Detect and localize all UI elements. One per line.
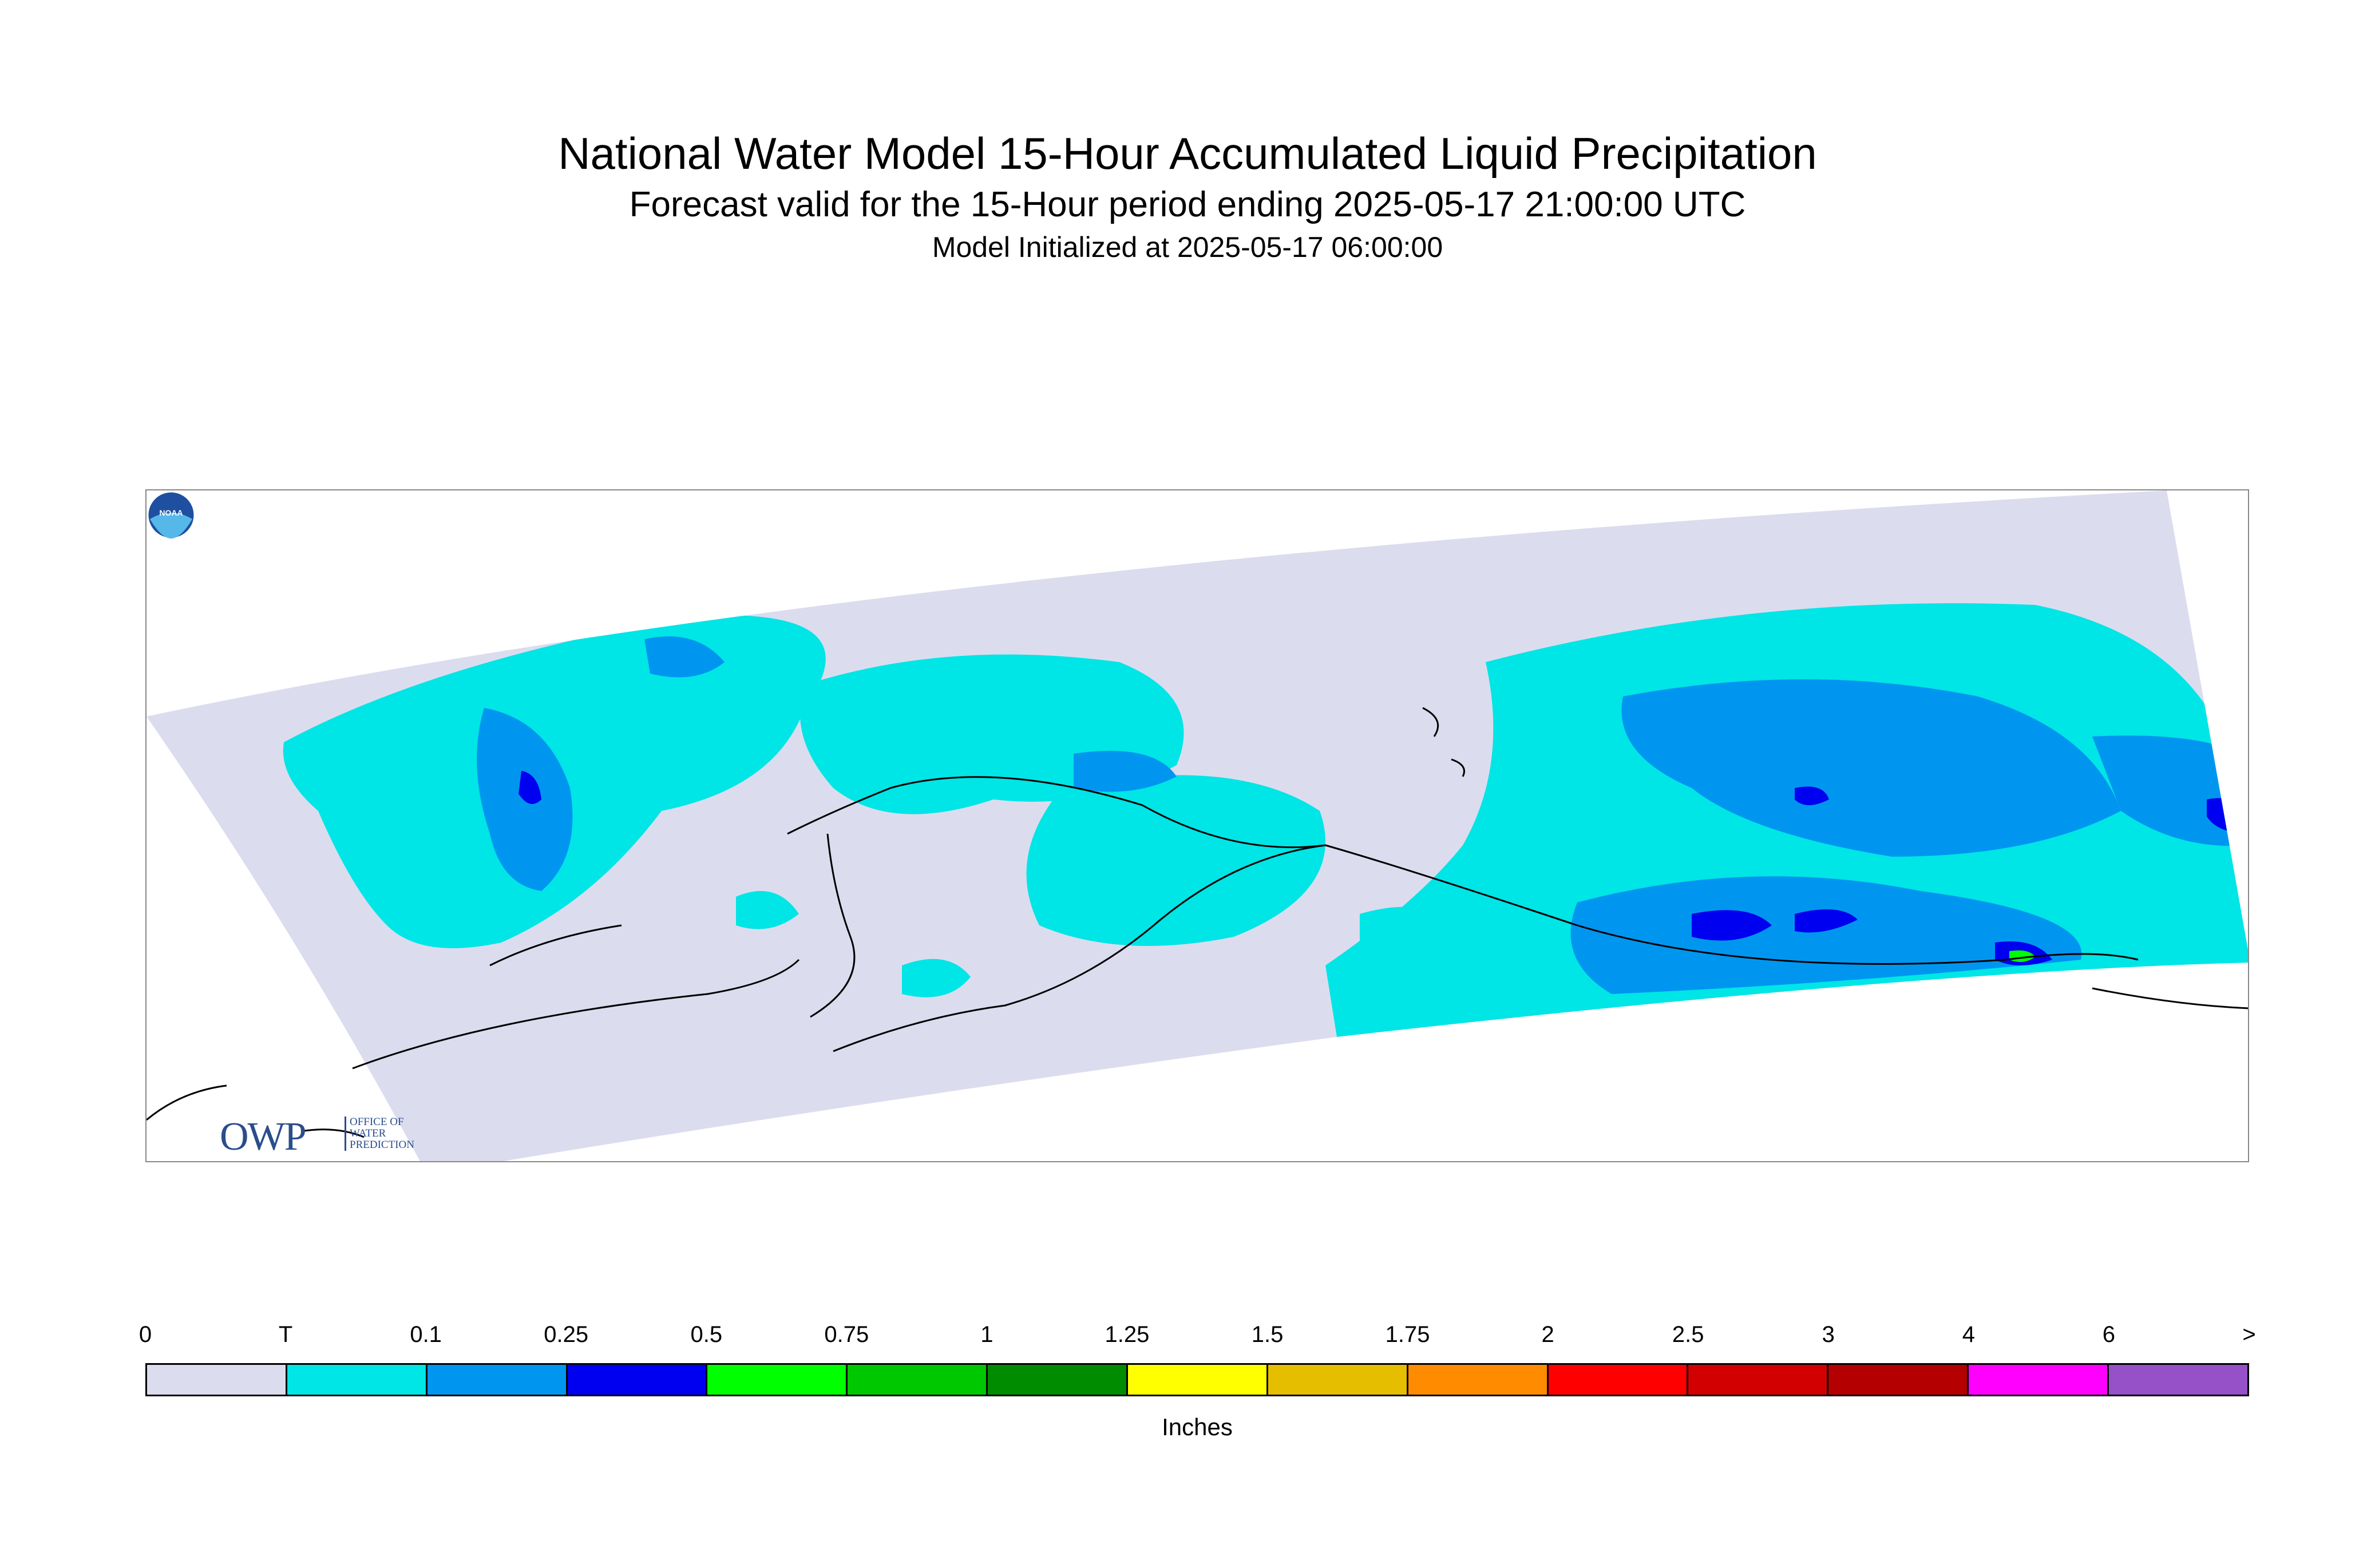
colorbar-tick-label: > (2242, 1322, 2256, 1347)
colorbar-swatch (1969, 1365, 2109, 1395)
colorbar-swatch (567, 1365, 708, 1395)
colorbar-tick-label: 2.5 (1672, 1322, 1704, 1347)
colorbar-tick-label: 1.25 (1105, 1322, 1150, 1347)
colorbar-swatch (1408, 1365, 1549, 1395)
colorbar-swatch (1128, 1365, 1268, 1395)
noaa-logo: NOAA (147, 490, 196, 540)
colorbar-legend: 0 T 0.1 0.25 0.5 0.75 1 1.25 1.5 1.75 2 2.5 3 4 6 > Inc… (139, 1322, 2256, 1459)
colorbar-tick-label: 4 (1962, 1322, 1975, 1347)
owp-sub-line-1: OFFICE OF (350, 1116, 404, 1128)
title-block: National Water Model 15-Hour Accumulated… (0, 126, 2375, 266)
colorbar-swatch (988, 1365, 1129, 1395)
colorbar-swatch (147, 1365, 287, 1395)
colorbar-swatch (1688, 1365, 1829, 1395)
colorbar-tick-label: 3 (1822, 1322, 1835, 1347)
colorbar-swatch (1268, 1365, 1408, 1395)
colorbar-tick-label: 2 (1541, 1322, 1554, 1347)
colorbar-tick-label: 0.75 (824, 1322, 869, 1347)
colorbar-tick-label: 6 (2102, 1322, 2116, 1347)
precip-map: OWP OFFICE OF WATER PREDICTION NOAA (145, 489, 2249, 1162)
colorbar (145, 1363, 2249, 1396)
colorbar-swatch (1548, 1365, 1689, 1395)
colorbar-swatch (2109, 1365, 2247, 1395)
owp-sub-line-3: PREDICTION (350, 1139, 414, 1151)
noaa-logo-text: NOAA (159, 508, 183, 517)
colorbar-tick-label: 0.1 (410, 1322, 442, 1347)
owp-logo-text: OWP (220, 1115, 307, 1159)
colorbar-unit-label: Inches (1162, 1413, 1233, 1440)
map-canvas (147, 490, 2248, 1161)
colorbar-tick-label: 1.5 (1251, 1322, 1284, 1347)
map-subtitle: Forecast valid for the 15-Hour period en… (629, 185, 1746, 224)
colorbar-swatch (287, 1365, 428, 1395)
init-time: Model Initialized at 2025-05-17 06:00:00 (932, 231, 1443, 263)
colorbar-tick-label: T (278, 1322, 293, 1347)
colorbar-tick-label: 1 (980, 1322, 993, 1347)
colorbar-swatch (848, 1365, 988, 1395)
colorbar-tick-label: 0.25 (544, 1322, 589, 1347)
colorbar-swatch (1828, 1365, 1969, 1395)
tenth-inch-precip-areas (477, 636, 2248, 994)
colorbar-tick-label: 0.5 (690, 1322, 723, 1347)
map-title: National Water Model 15-Hour Accumulated… (558, 128, 1817, 179)
owp-logo-subtext: OFFICE OF WATER PREDICTION (345, 1116, 414, 1151)
colorbar-swatch (707, 1365, 848, 1395)
colorbar-tick-label: 0 (138, 1322, 152, 1347)
owp-sub-line-2: WATER (350, 1127, 386, 1139)
colorbar-tick-label: 1.75 (1385, 1322, 1430, 1347)
owp-logo: OWP OFFICE OF WATER PREDICTION (220, 1114, 449, 1159)
colorbar-swatch (427, 1365, 568, 1395)
coastlines (147, 707, 2248, 1138)
